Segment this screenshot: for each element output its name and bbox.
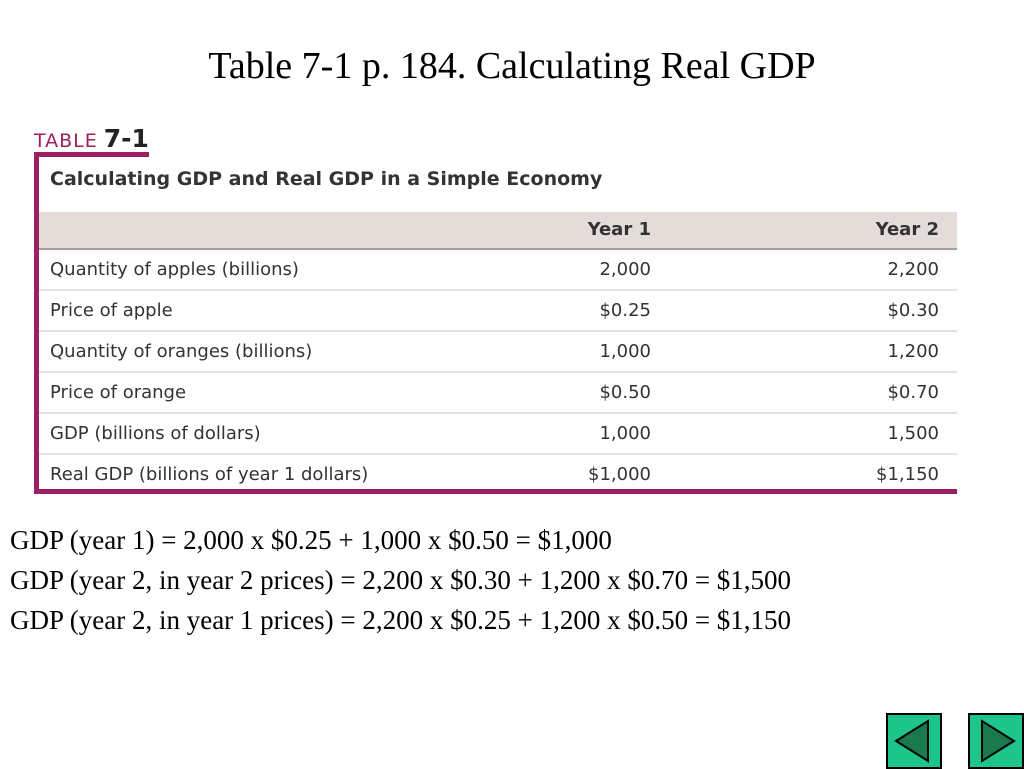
table-caption: Calculating GDP and Real GDP in a Simple… <box>50 168 603 190</box>
table-header-row: Year 1 Year 2 <box>39 212 957 250</box>
cell-year-1: $0.50 <box>599 382 651 403</box>
row-label: Real GDP (billions of year 1 dollars) <box>50 464 369 485</box>
column-header-year-2: Year 2 <box>875 219 939 240</box>
table-label-underline <box>34 152 149 157</box>
row-label: Price of apple <box>50 300 173 321</box>
table-row: Quantity of apples (billions) 2,000 2,20… <box>39 250 957 291</box>
table-bottom-border <box>34 489 957 494</box>
triangle-left-icon <box>894 719 929 763</box>
cell-year-2: 1,200 <box>887 341 939 362</box>
row-label: Quantity of apples (billions) <box>50 259 299 280</box>
cell-year-2: $0.30 <box>887 300 939 321</box>
table-label-number: 7-1 <box>103 124 149 153</box>
next-slide-button[interactable] <box>968 713 1024 769</box>
equation-gdp-year-2-current-prices: GDP (year 2, in year 2 prices) = 2,200 x… <box>10 565 792 595</box>
cell-year-2: $1,150 <box>876 464 939 485</box>
table-label-word: TABLE <box>34 130 98 152</box>
cell-year-1: $1,000 <box>588 464 651 485</box>
row-label: Price of orange <box>50 382 187 403</box>
cell-year-1: 1,000 <box>599 341 651 362</box>
equation-gdp-year-2-year-1-prices: GDP (year 2, in year 1 prices) = 2,200 x… <box>10 605 792 635</box>
table-row: GDP (billions of dollars) 1,000 1,500 <box>39 414 957 455</box>
cell-year-1: 1,000 <box>599 423 651 444</box>
column-header-year-1: Year 1 <box>587 219 651 240</box>
table-body: Quantity of apples (billions) 2,000 2,20… <box>39 250 957 494</box>
cell-year-1: $0.25 <box>599 300 651 321</box>
cell-year-2: 1,500 <box>887 423 939 444</box>
row-label: Quantity of oranges (billions) <box>50 341 313 362</box>
table-left-border <box>34 152 39 494</box>
table-label: TABLE 7-1 <box>34 124 149 154</box>
slide-title: Table 7-1 p. 184. Calculating Real GDP <box>208 45 816 87</box>
cell-year-1: 2,000 <box>599 259 651 280</box>
table-row: Quantity of oranges (billions) 1,000 1,2… <box>39 332 957 373</box>
triangle-right-icon <box>981 719 1016 763</box>
previous-slide-button[interactable] <box>886 713 942 769</box>
equation-gdp-year-1: GDP (year 1) = 2,000 x $0.25 + 1,000 x $… <box>10 525 612 555</box>
row-label: GDP (billions of dollars) <box>50 423 261 444</box>
table-row: Price of apple $0.25 $0.30 <box>39 291 957 332</box>
cell-year-2: $0.70 <box>887 382 939 403</box>
table-row: Real GDP (billions of year 1 dollars) $1… <box>39 455 957 494</box>
table-row: Price of orange $0.50 $0.70 <box>39 373 957 414</box>
cell-year-2: 2,200 <box>887 259 939 280</box>
